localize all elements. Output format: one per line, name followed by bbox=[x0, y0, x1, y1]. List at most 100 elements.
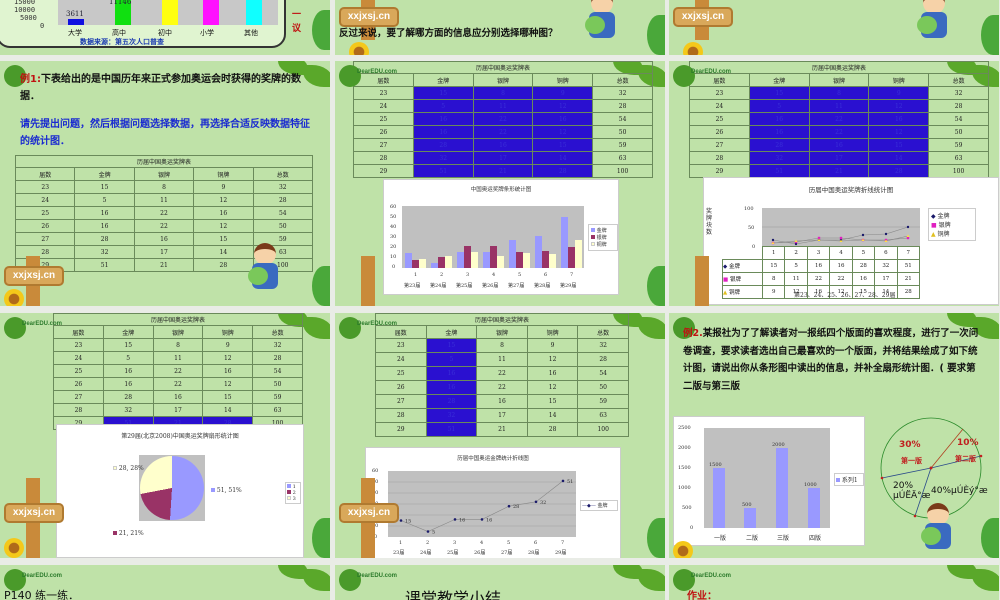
slide-9[interactable]: 例2.某报社为了了解读者对一报纸四个版面的喜欢程度，进行了一次问卷调查，要求读者… bbox=[669, 313, 999, 558]
th: 总数 bbox=[252, 325, 303, 339]
cell: 5 bbox=[784, 259, 808, 273]
cell: 17 bbox=[476, 408, 528, 423]
cell: 9 bbox=[526, 338, 579, 353]
legend-item: 银牌 bbox=[596, 235, 607, 241]
th: 金牌 bbox=[425, 325, 478, 339]
th: 铜牌 bbox=[526, 325, 579, 339]
pie-pct: 10% bbox=[957, 438, 979, 448]
y-tick: 5000 bbox=[20, 14, 37, 22]
chart-title: 中国奥运奖牌条形统计图 bbox=[470, 187, 532, 193]
legend-item: 系列1 bbox=[841, 477, 858, 484]
sunflower-decoration bbox=[4, 289, 24, 306]
dearedu-logo bbox=[4, 65, 56, 89]
cell: 28 bbox=[532, 164, 594, 178]
cell: 28 bbox=[353, 151, 414, 165]
table-row: 27 28 16 15 59 bbox=[375, 394, 629, 409]
example-body: 某报社为了了解读者对一报纸四个版面的喜欢程度，进行了一次问卷调查，要求读者选出自… bbox=[683, 328, 979, 392]
cell: 12 bbox=[526, 352, 579, 367]
medal-table-highlighted: 历届中国奥运奖牌表 届数 金牌 银牌 铜牌 总数 23 15 8 9 32 24 5 11 12 28 … bbox=[689, 61, 989, 178]
svg-text:16: 16 bbox=[459, 517, 465, 523]
slide-2[interactable]: xxjxsj.cn 反过来说，要了解哪方面的信息应分别选择哪种图？ bbox=[335, 0, 665, 55]
medal-table-highlighted: 历届中国奥运奖牌表 届数 金牌 银牌 铜牌 总数 23 15 8 9 32 24 5 11 12 28 … bbox=[375, 313, 629, 437]
cell: 28 bbox=[53, 403, 104, 417]
bush-decoration bbox=[647, 518, 665, 558]
example-2-text: 例2.某报社为了了解读者对一报纸四个版面的喜欢程度，进行了一次问卷调查，要求读者… bbox=[683, 325, 983, 395]
svg-text:16: 16 bbox=[486, 517, 492, 523]
slide-1[interactable]: 15000 10000 5000 0 3611 11146 大学 高中 初中 小… bbox=[0, 0, 330, 55]
cell: 26 bbox=[375, 380, 427, 395]
cell: 32 bbox=[928, 86, 989, 100]
cell: 16 bbox=[74, 219, 135, 233]
cell: 8 bbox=[761, 272, 786, 286]
cell: 12 bbox=[829, 285, 853, 299]
sunflower-decoration bbox=[349, 42, 369, 55]
cell: 32 bbox=[252, 180, 314, 194]
dearedu-logo: DearEDU.com bbox=[673, 569, 731, 593]
cell: 32 bbox=[425, 408, 478, 423]
cell: 9 bbox=[193, 180, 254, 194]
slide-6[interactable]: 历届中国奥运奖牌表 届数 金牌 银牌 铜牌 总数 23 15 8 9 32 24 5 11 12 28 … bbox=[669, 61, 999, 306]
slide-title: 课堂教学小结 bbox=[405, 589, 502, 600]
cell: 22 bbox=[152, 364, 204, 378]
slide-7[interactable]: 历届中国奥运奖牌表 届数 金牌 银牌 铜牌 总数 23 15 8 9 32 24 5 11 12 28 … bbox=[0, 313, 330, 558]
legend: 系列1 bbox=[834, 473, 864, 486]
cell: 59 bbox=[928, 138, 989, 152]
cell: 27 bbox=[689, 138, 750, 152]
cell: 5 bbox=[74, 193, 135, 207]
th: 银牌 bbox=[472, 73, 534, 87]
cell: 28 bbox=[425, 394, 478, 409]
cell: 25 bbox=[353, 112, 414, 126]
cell: 17 bbox=[472, 151, 534, 165]
slide-12[interactable]: DearEDU.com 作业： bbox=[669, 565, 999, 600]
cell: 51 bbox=[425, 422, 478, 437]
slide-8[interactable]: 历届中国奥运奖牌表 届数 金牌 银牌 铜牌 总数 23 15 8 9 32 24 5 11 12 28 … bbox=[335, 313, 665, 558]
cell: 12 bbox=[202, 351, 254, 365]
cell: 32 bbox=[102, 403, 154, 417]
cell: 15 bbox=[193, 232, 254, 246]
table-row: 25 16 22 16 54 bbox=[375, 366, 629, 381]
table-row: 25 16 22 16 54 bbox=[689, 112, 989, 126]
cell: 50 bbox=[252, 219, 314, 233]
table-row: 28 32 17 14 63 bbox=[53, 403, 303, 417]
slide-11[interactable]: DearEDU.com 课堂教学小结 bbox=[335, 565, 665, 600]
cell: 54 bbox=[252, 206, 314, 220]
cell: 16 bbox=[152, 390, 204, 404]
table-row: 28 32 17 14 63 bbox=[689, 151, 989, 165]
cell: 28 bbox=[748, 138, 810, 152]
cell: 16 bbox=[472, 138, 534, 152]
cell: 27 bbox=[375, 394, 427, 409]
cell: 28 bbox=[14, 245, 76, 259]
cell: 22 bbox=[472, 112, 534, 126]
cell: 16 bbox=[74, 206, 135, 220]
cell: 32 bbox=[252, 338, 303, 352]
cell: 54 bbox=[592, 112, 653, 126]
slide-4[interactable]: 例1:下表给出的是中国历年来正式参加奥运会时获得的奖牌的数据． 请先提出问题，然… bbox=[0, 61, 330, 306]
y-tick: 10000 bbox=[14, 6, 36, 14]
leaves-decoration bbox=[937, 313, 999, 362]
slide-3[interactable]: xxjxsj.cn bbox=[669, 0, 999, 55]
example-1-prompt: 请先提出问题，然后根据问题选择数据，再选择合适反映数据特征的统计图． bbox=[20, 119, 310, 147]
slide-10[interactable]: DearEDU.com P140 练一练． bbox=[0, 565, 330, 600]
leaves-decoration bbox=[268, 61, 330, 110]
cell: 15 bbox=[412, 86, 474, 100]
cell: 32 bbox=[577, 338, 629, 353]
plot-area: 3611 11146 bbox=[58, 0, 278, 25]
cell: 8 bbox=[808, 86, 870, 100]
cell: 29 bbox=[353, 164, 414, 178]
version-bar-chart: 2500 2000 1500 1000 500 0 1500 500 2000 1000 … bbox=[673, 416, 865, 546]
cell: 50 bbox=[592, 125, 653, 139]
table-row: 24 5 11 12 28 bbox=[14, 193, 314, 207]
cell: 51 bbox=[74, 258, 135, 272]
cell: 16 bbox=[425, 380, 478, 395]
table-row: 27 28 16 15 59 bbox=[689, 138, 989, 152]
cell: 22 bbox=[133, 219, 195, 233]
cell: 15 bbox=[526, 394, 579, 409]
slide-text: 反过来说，要了解哪方面的信息应分别选择哪种图？ bbox=[339, 28, 558, 39]
signpost-logo: xxjxsj.cn bbox=[339, 503, 399, 523]
legend: —◆— 金牌 bbox=[580, 500, 618, 511]
th: 总数 bbox=[252, 167, 314, 181]
cell: 5 bbox=[748, 99, 810, 113]
slide-5[interactable]: 历届中国奥运奖牌表 届数 金牌 银牌 铜牌 总数 23 15 8 9 32 24 5 11 12 28 … bbox=[335, 61, 665, 306]
cell: 9 bbox=[761, 285, 786, 299]
table-row: 23 15 8 9 32 bbox=[53, 338, 303, 352]
